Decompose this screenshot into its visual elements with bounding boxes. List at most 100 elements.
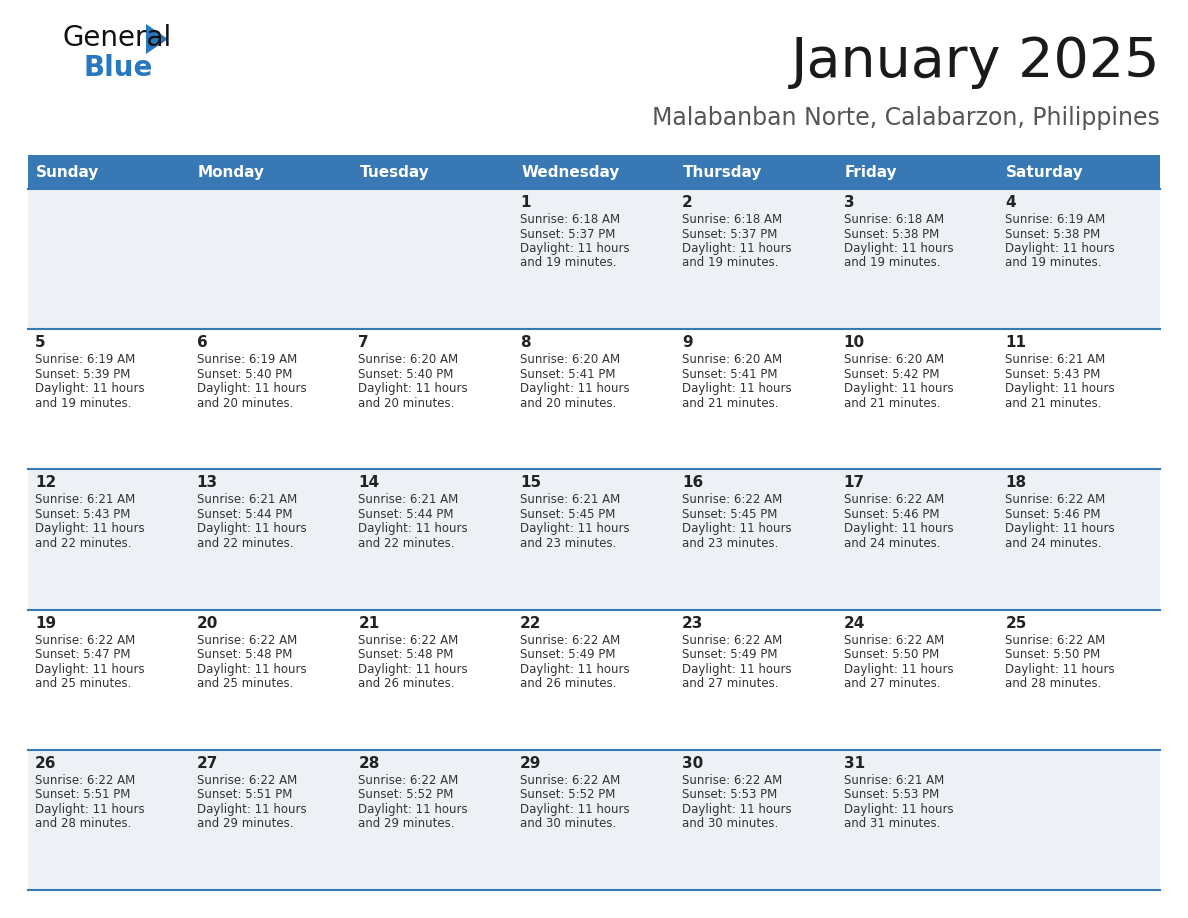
Text: and 29 minutes.: and 29 minutes. bbox=[197, 817, 293, 830]
Text: 11: 11 bbox=[1005, 335, 1026, 350]
Text: and 28 minutes.: and 28 minutes. bbox=[1005, 677, 1101, 690]
Text: and 30 minutes.: and 30 minutes. bbox=[682, 817, 778, 830]
Text: Daylight: 11 hours: Daylight: 11 hours bbox=[682, 803, 791, 816]
Text: Sunrise: 6:22 AM: Sunrise: 6:22 AM bbox=[520, 633, 620, 646]
Text: Sunset: 5:45 PM: Sunset: 5:45 PM bbox=[682, 508, 777, 521]
Text: 26: 26 bbox=[34, 756, 57, 771]
Text: and 22 minutes.: and 22 minutes. bbox=[197, 537, 293, 550]
Text: Sunset: 5:48 PM: Sunset: 5:48 PM bbox=[359, 648, 454, 661]
Bar bbox=[29, 610, 1159, 750]
Bar bbox=[675, 155, 836, 189]
Text: Daylight: 11 hours: Daylight: 11 hours bbox=[520, 522, 630, 535]
Text: Daylight: 11 hours: Daylight: 11 hours bbox=[197, 522, 307, 535]
Text: Sunrise: 6:19 AM: Sunrise: 6:19 AM bbox=[197, 353, 297, 366]
Text: Sunrise: 6:22 AM: Sunrise: 6:22 AM bbox=[843, 493, 943, 507]
Text: 4: 4 bbox=[1005, 195, 1016, 210]
Text: Daylight: 11 hours: Daylight: 11 hours bbox=[34, 803, 145, 816]
Text: Sunset: 5:37 PM: Sunset: 5:37 PM bbox=[520, 228, 615, 241]
Text: and 19 minutes.: and 19 minutes. bbox=[34, 397, 132, 409]
Text: and 22 minutes.: and 22 minutes. bbox=[359, 537, 455, 550]
Text: Sunrise: 6:22 AM: Sunrise: 6:22 AM bbox=[359, 774, 459, 787]
Text: 6: 6 bbox=[197, 335, 208, 350]
Text: Saturday: Saturday bbox=[1006, 164, 1083, 180]
Text: Sunset: 5:50 PM: Sunset: 5:50 PM bbox=[1005, 648, 1100, 661]
Text: Thursday: Thursday bbox=[683, 164, 763, 180]
Text: Sunrise: 6:22 AM: Sunrise: 6:22 AM bbox=[520, 774, 620, 787]
Bar bbox=[29, 330, 1159, 469]
Text: Sunset: 5:51 PM: Sunset: 5:51 PM bbox=[34, 789, 131, 801]
Text: Sunset: 5:52 PM: Sunset: 5:52 PM bbox=[520, 789, 615, 801]
Text: Sunset: 5:38 PM: Sunset: 5:38 PM bbox=[1005, 228, 1100, 241]
Text: Sunrise: 6:18 AM: Sunrise: 6:18 AM bbox=[843, 213, 943, 226]
Text: Sunrise: 6:22 AM: Sunrise: 6:22 AM bbox=[843, 633, 943, 646]
Text: and 19 minutes.: and 19 minutes. bbox=[682, 256, 778, 270]
Text: 1: 1 bbox=[520, 195, 531, 210]
Text: 14: 14 bbox=[359, 476, 379, 490]
Text: Sunrise: 6:19 AM: Sunrise: 6:19 AM bbox=[1005, 213, 1106, 226]
Text: 30: 30 bbox=[682, 756, 703, 771]
Text: Sunset: 5:46 PM: Sunset: 5:46 PM bbox=[843, 508, 939, 521]
Text: Daylight: 11 hours: Daylight: 11 hours bbox=[520, 242, 630, 255]
Text: Daylight: 11 hours: Daylight: 11 hours bbox=[1005, 663, 1114, 676]
Text: and 26 minutes.: and 26 minutes. bbox=[359, 677, 455, 690]
Text: Daylight: 11 hours: Daylight: 11 hours bbox=[843, 382, 953, 396]
Bar bbox=[998, 155, 1159, 189]
Text: and 26 minutes.: and 26 minutes. bbox=[520, 677, 617, 690]
Text: Sunrise: 6:21 AM: Sunrise: 6:21 AM bbox=[520, 493, 620, 507]
Text: Sunset: 5:42 PM: Sunset: 5:42 PM bbox=[843, 368, 939, 381]
Text: and 20 minutes.: and 20 minutes. bbox=[197, 397, 293, 409]
Text: Sunset: 5:50 PM: Sunset: 5:50 PM bbox=[843, 648, 939, 661]
Text: 22: 22 bbox=[520, 616, 542, 631]
Text: January 2025: January 2025 bbox=[790, 35, 1159, 89]
Text: Sunset: 5:51 PM: Sunset: 5:51 PM bbox=[197, 789, 292, 801]
Text: Daylight: 11 hours: Daylight: 11 hours bbox=[197, 803, 307, 816]
Text: Sunset: 5:53 PM: Sunset: 5:53 PM bbox=[682, 789, 777, 801]
Bar bbox=[836, 155, 998, 189]
Text: 18: 18 bbox=[1005, 476, 1026, 490]
Text: Sunset: 5:46 PM: Sunset: 5:46 PM bbox=[1005, 508, 1101, 521]
Text: Sunset: 5:47 PM: Sunset: 5:47 PM bbox=[34, 648, 131, 661]
Text: Daylight: 11 hours: Daylight: 11 hours bbox=[1005, 382, 1114, 396]
Text: Daylight: 11 hours: Daylight: 11 hours bbox=[197, 382, 307, 396]
Text: and 22 minutes.: and 22 minutes. bbox=[34, 537, 132, 550]
Text: 31: 31 bbox=[843, 756, 865, 771]
Text: Sunrise: 6:22 AM: Sunrise: 6:22 AM bbox=[682, 493, 782, 507]
Text: Sunset: 5:44 PM: Sunset: 5:44 PM bbox=[359, 508, 454, 521]
Text: Monday: Monday bbox=[197, 164, 265, 180]
Text: Daylight: 11 hours: Daylight: 11 hours bbox=[843, 522, 953, 535]
Text: Sunrise: 6:22 AM: Sunrise: 6:22 AM bbox=[1005, 633, 1106, 646]
Text: Daylight: 11 hours: Daylight: 11 hours bbox=[359, 663, 468, 676]
Text: Daylight: 11 hours: Daylight: 11 hours bbox=[1005, 522, 1114, 535]
Text: 13: 13 bbox=[197, 476, 217, 490]
Text: 7: 7 bbox=[359, 335, 369, 350]
Bar bbox=[29, 155, 190, 189]
Text: and 19 minutes.: and 19 minutes. bbox=[843, 256, 940, 270]
Text: and 21 minutes.: and 21 minutes. bbox=[843, 397, 940, 409]
Bar bbox=[29, 750, 1159, 890]
Text: Sunrise: 6:19 AM: Sunrise: 6:19 AM bbox=[34, 353, 135, 366]
Text: and 21 minutes.: and 21 minutes. bbox=[682, 397, 778, 409]
Text: Sunset: 5:41 PM: Sunset: 5:41 PM bbox=[520, 368, 615, 381]
Text: Sunrise: 6:21 AM: Sunrise: 6:21 AM bbox=[359, 493, 459, 507]
Text: 27: 27 bbox=[197, 756, 219, 771]
Text: Sunset: 5:43 PM: Sunset: 5:43 PM bbox=[34, 508, 131, 521]
Bar bbox=[190, 155, 352, 189]
Text: 23: 23 bbox=[682, 616, 703, 631]
Text: Sunset: 5:49 PM: Sunset: 5:49 PM bbox=[520, 648, 615, 661]
Text: Daylight: 11 hours: Daylight: 11 hours bbox=[843, 803, 953, 816]
Text: and 23 minutes.: and 23 minutes. bbox=[682, 537, 778, 550]
Text: Sunset: 5:48 PM: Sunset: 5:48 PM bbox=[197, 648, 292, 661]
Text: Sunrise: 6:20 AM: Sunrise: 6:20 AM bbox=[843, 353, 943, 366]
Text: Sunrise: 6:22 AM: Sunrise: 6:22 AM bbox=[34, 774, 135, 787]
Text: 5: 5 bbox=[34, 335, 45, 350]
Text: Sunrise: 6:22 AM: Sunrise: 6:22 AM bbox=[359, 633, 459, 646]
Text: Sunrise: 6:22 AM: Sunrise: 6:22 AM bbox=[1005, 493, 1106, 507]
Text: Sunrise: 6:21 AM: Sunrise: 6:21 AM bbox=[1005, 353, 1106, 366]
Text: 24: 24 bbox=[843, 616, 865, 631]
Text: and 23 minutes.: and 23 minutes. bbox=[520, 537, 617, 550]
Text: 12: 12 bbox=[34, 476, 56, 490]
Text: Daylight: 11 hours: Daylight: 11 hours bbox=[682, 242, 791, 255]
Text: Tuesday: Tuesday bbox=[360, 164, 429, 180]
Text: 8: 8 bbox=[520, 335, 531, 350]
Text: Sunset: 5:41 PM: Sunset: 5:41 PM bbox=[682, 368, 777, 381]
